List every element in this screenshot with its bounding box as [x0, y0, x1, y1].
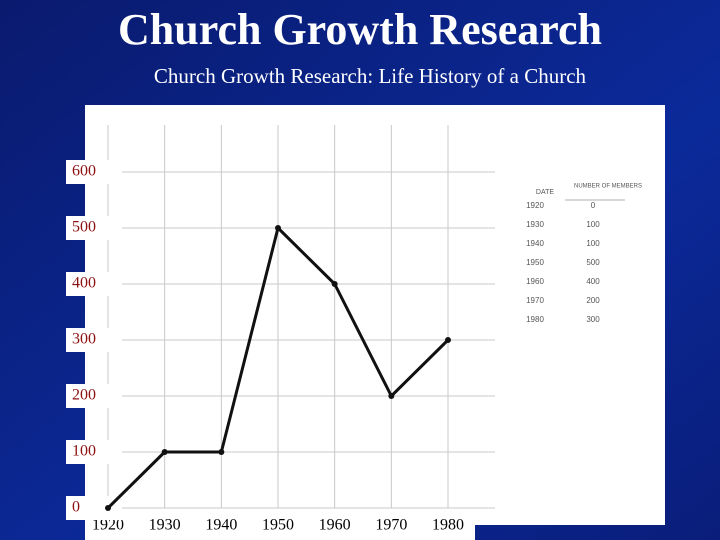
point: [105, 505, 111, 511]
table-cell: 1970: [526, 296, 544, 305]
y-tick-label: 200: [72, 387, 96, 404]
y-tick-box: [66, 216, 122, 240]
table-cell: 1960: [526, 277, 544, 286]
x-tick-label: 1960: [319, 517, 351, 534]
table-header: NUMBER OF MEMBERS: [574, 184, 642, 190]
y-tick-box: [66, 384, 122, 408]
chart-title: Church Growth Research: Life History of …: [154, 64, 587, 88]
table-header: DATE: [536, 189, 554, 196]
x-tick-label: 1940: [205, 517, 237, 534]
table-cell: 0: [591, 201, 596, 210]
y-tick-box: [66, 160, 122, 184]
table-cell: 1950: [526, 258, 544, 267]
x-tick-label: 1950: [262, 517, 294, 534]
table-cell: 300: [586, 315, 600, 324]
y-tick-box: [66, 440, 122, 464]
y-tick-box: [66, 272, 122, 296]
point: [331, 281, 338, 287]
table-cell: 100: [586, 239, 600, 248]
x-tick-label: 1970: [375, 517, 407, 534]
table-cell: 1930: [526, 220, 544, 229]
x-tick-label: 1930: [149, 517, 181, 534]
slide-title: Church Growth Research: [118, 5, 602, 54]
y-tick-box: [66, 496, 122, 520]
point: [445, 337, 451, 343]
y-tick-label: 300: [72, 331, 96, 348]
point: [275, 225, 281, 231]
y-tick-label: 500: [72, 219, 96, 236]
point: [388, 393, 395, 399]
paper: [85, 105, 665, 525]
y-tick-label: 0: [72, 499, 80, 516]
x-tick-label: 1980: [432, 517, 464, 534]
table-cell: 1980: [526, 315, 544, 324]
point: [161, 449, 168, 455]
table-cell: 500: [586, 258, 600, 267]
table-cell: 200: [586, 296, 600, 305]
paper-strip: [85, 505, 475, 540]
table-cell: 100: [586, 220, 600, 229]
table-cell: 1940: [526, 239, 544, 248]
y-tick-box: [66, 328, 122, 352]
y-tick-label: 600: [72, 163, 96, 180]
table-cell: 400: [586, 277, 600, 286]
x-tick-label: 1920: [92, 517, 124, 534]
point: [218, 449, 225, 455]
table-cell: 1920: [526, 201, 544, 210]
y-tick-label: 100: [72, 443, 96, 460]
y-tick-label: 400: [72, 275, 96, 292]
